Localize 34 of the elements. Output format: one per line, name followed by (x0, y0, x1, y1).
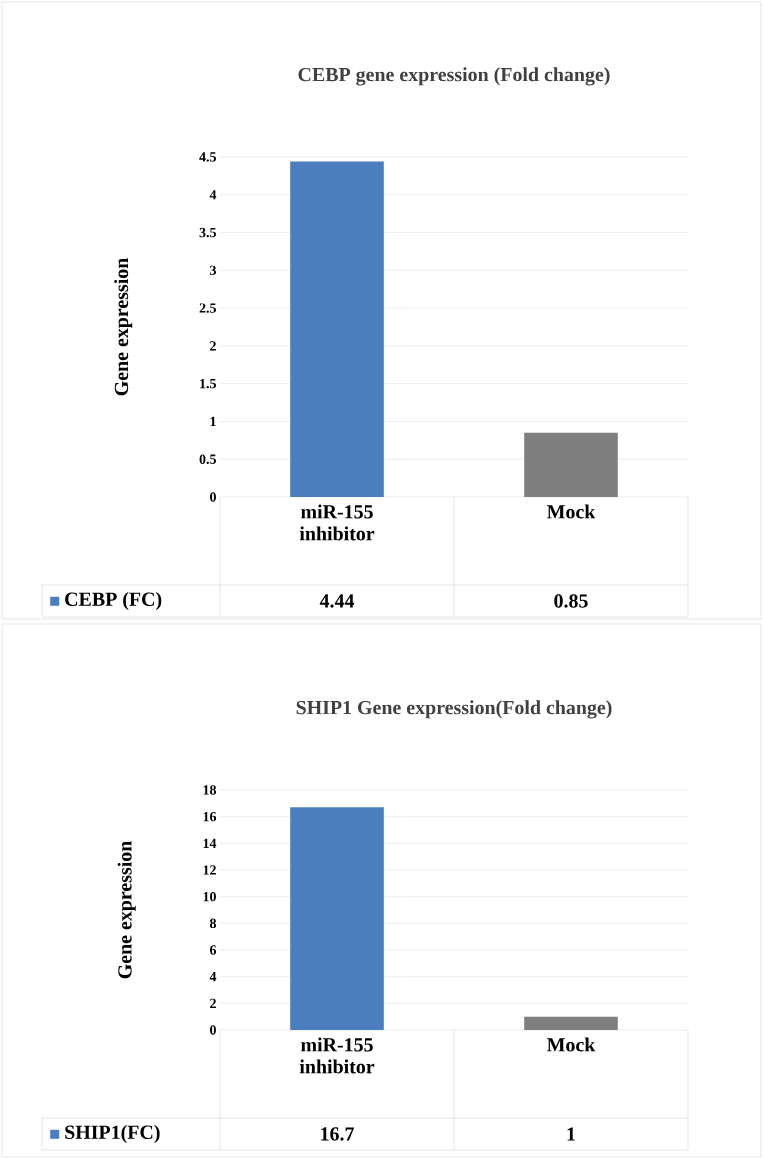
data-label: 1 (567, 1127, 575, 1141)
y-tick-label: 10 (203, 891, 216, 902)
y-tick-label: 12 (203, 865, 216, 875)
y-tick-label: 3.5 (199, 227, 216, 238)
y-tick-label: 0 (210, 492, 216, 502)
data-label: 0.85 (554, 594, 588, 608)
y-tick-label: 8 (209, 918, 217, 929)
y-tick-label: 4.5 (199, 152, 216, 162)
y-tick-label: 0 (210, 1025, 216, 1035)
y-axis-title: Gene expression (114, 258, 133, 396)
x-tick-label: miR-155 inhibitor (299, 504, 375, 541)
y-tick-label: 2.5 (199, 303, 216, 313)
y-tick-label: 14 (203, 838, 217, 848)
data-label: 4.44 (319, 594, 355, 608)
x-tick-label: Mock (547, 1037, 596, 1052)
x-tick-label: miR-155 inhibitor (299, 1037, 375, 1074)
legend-label: CEBP (FC) (65, 591, 162, 611)
y-tick-label: 18 (203, 785, 217, 795)
data-label: 16.7 (321, 1127, 354, 1141)
y-tick-label: 2 (210, 998, 216, 1008)
y-tick-label: 1.5 (200, 378, 216, 389)
y-tick-label: 16 (203, 811, 217, 822)
y-tick-label: 0.5 (199, 454, 216, 464)
y-tick-label: 1 (210, 416, 216, 427)
y-tick-label: 6 (209, 945, 217, 955)
y-tick-label: 3 (210, 265, 217, 276)
y-tick-label: 4 (209, 972, 217, 982)
legend-label: SHIP1(FC) (65, 1124, 160, 1144)
y-tick-label: 4 (209, 190, 217, 200)
y-tick-label: 2 (210, 341, 216, 351)
chart-title: CEBP gene expression (Fold change) (298, 67, 610, 86)
x-tick-label: Mock (547, 504, 596, 519)
chart-title: SHIP1 Gene expression(Fold change) (296, 700, 612, 719)
y-axis-title: Gene expression (117, 841, 136, 979)
